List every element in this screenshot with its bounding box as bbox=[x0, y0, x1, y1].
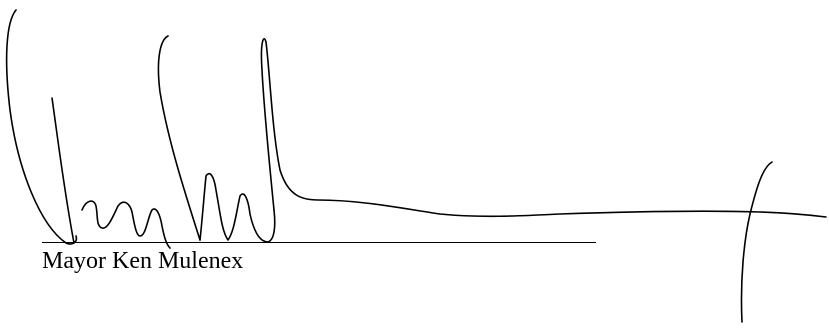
signature-line bbox=[42, 242, 596, 243]
signer-name: Mayor Ken Mulenex bbox=[42, 248, 244, 274]
